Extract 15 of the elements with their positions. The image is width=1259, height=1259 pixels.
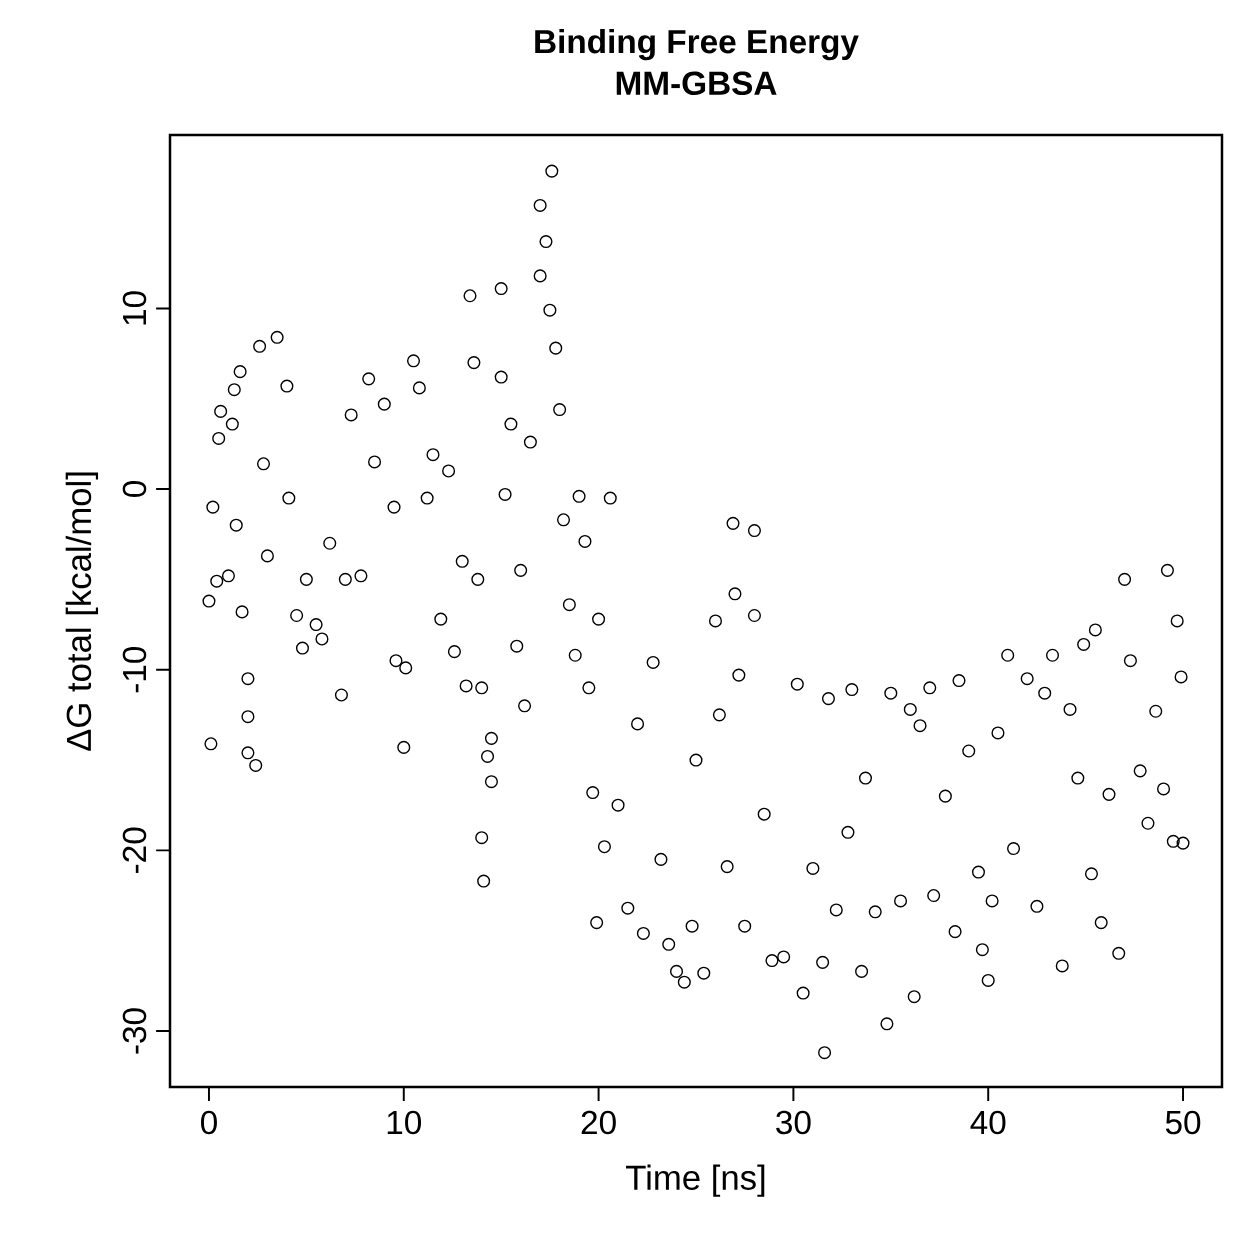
x-tick-label: 0 bbox=[201, 1110, 217, 1135]
x-tick-label: 50 bbox=[1165, 1110, 1201, 1135]
y-tick-label: 10 bbox=[122, 291, 147, 325]
y-tick-label: 0 bbox=[122, 481, 147, 498]
chart-subtitle: MM-GBSA bbox=[616, 71, 777, 96]
y-axis-title: ΔG total [kcal/mol] bbox=[65, 472, 99, 751]
y-tick-label: -10 bbox=[122, 646, 147, 693]
x-tick-label: 30 bbox=[776, 1110, 811, 1135]
y-tick-label: -30 bbox=[122, 1008, 147, 1054]
x-axis-title: Time [ns] bbox=[626, 1164, 765, 1197]
x-tick-label: 40 bbox=[970, 1110, 1006, 1135]
x-tick-label: 10 bbox=[387, 1110, 422, 1135]
x-tick-label: 20 bbox=[581, 1110, 616, 1135]
chart-title: Binding Free Energy bbox=[535, 28, 859, 61]
y-tick-label: -20 bbox=[122, 827, 147, 873]
